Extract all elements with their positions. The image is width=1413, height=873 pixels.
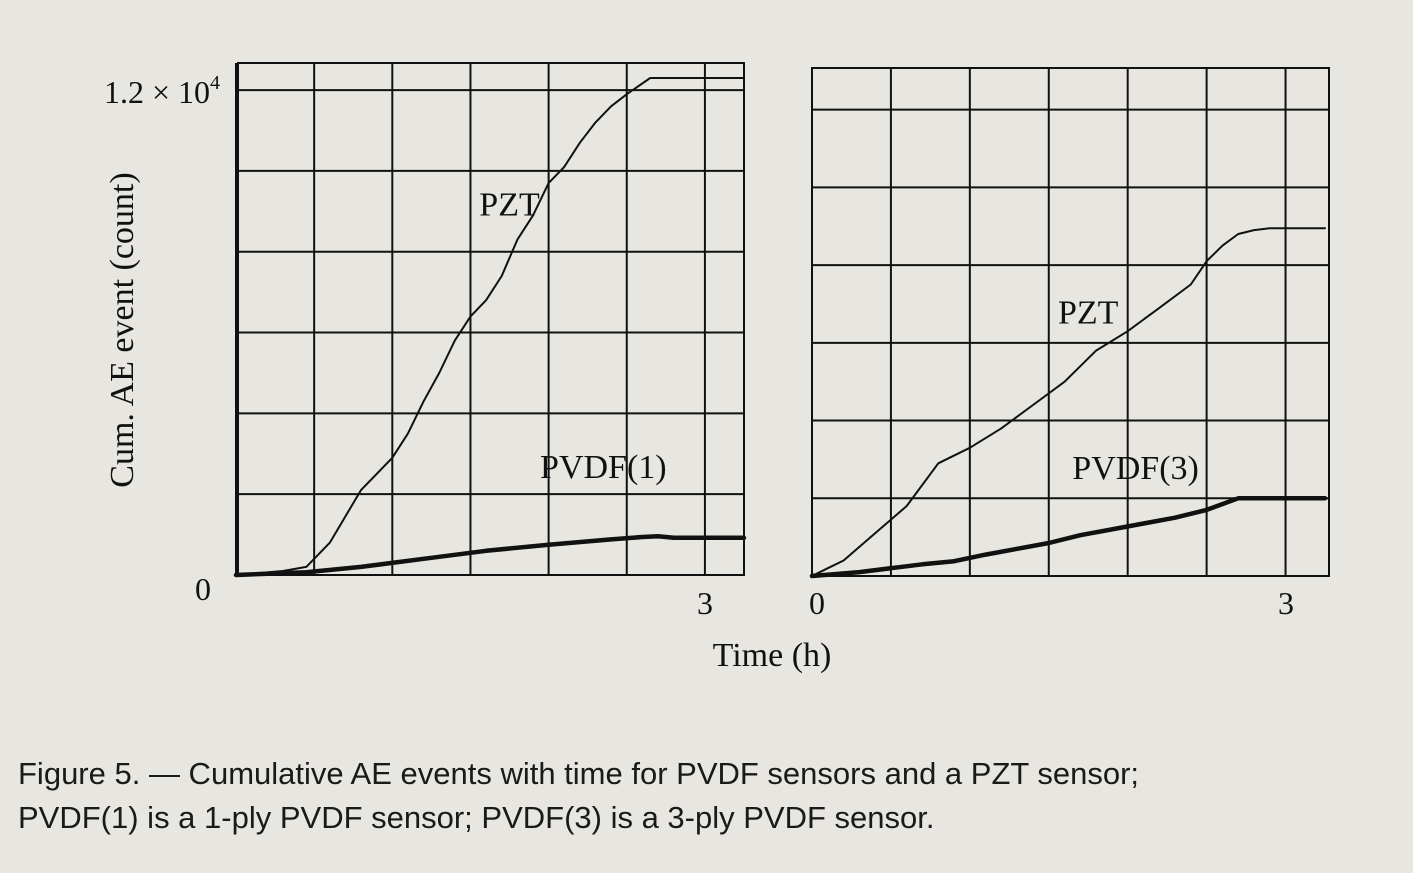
right-x-tick-label-end: 3: [1278, 585, 1294, 621]
left-panel: PZT PVDF(1) Cum. AE event (count) 1.2 × 1…: [104, 62, 747, 621]
right-series-label-pvdf-3: PVDF(3): [1072, 450, 1199, 487]
y-tick-top-exponent: 4: [210, 72, 220, 94]
left-panel-grid: [235, 63, 744, 576]
right-panel-series: [809, 227, 1328, 579]
right-panel-series-labels: PZT PVDF(3): [1058, 294, 1199, 486]
y-axis-label: Cum. AE event (count): [104, 172, 141, 487]
caption-line-1: Figure 5. — Cumulative AE events with ti…: [18, 756, 1140, 791]
y-tick-label-zero: 0: [195, 571, 211, 607]
y-tick-top-mantissa: 1.2 × 10: [104, 74, 210, 110]
right-panel-grid: [811, 68, 1329, 577]
right-series-line-pzt: [811, 227, 1326, 577]
right-x-tick-label-start: 0: [809, 585, 825, 621]
left-x-tick-label-end: 3: [697, 585, 713, 621]
left-series-label-pzt: PZT: [479, 186, 540, 223]
left-series-line-pvdf-1: [233, 533, 747, 578]
right-series-label-pzt: PZT: [1058, 294, 1119, 331]
left-panel-series-labels: PZT PVDF(1): [479, 186, 666, 486]
left-panel-series: [233, 77, 747, 578]
x-axis-label: Time (h): [713, 637, 832, 674]
left-series-line-pzt: [235, 77, 745, 576]
y-tick-label-top: 1.2 × 104: [104, 72, 220, 110]
left-series-label-pvdf-1: PVDF(1): [540, 449, 667, 486]
right-series-line-pvdf-3: [809, 496, 1328, 579]
right-panel: PZT PVDF(3) 0 3: [809, 67, 1330, 621]
figure-caption: Figure 5. — Cumulative AE events with ti…: [18, 752, 1398, 840]
caption-line-2: PVDF(1) is a 1-ply PVDF sensor; PVDF(3) …: [18, 800, 935, 835]
